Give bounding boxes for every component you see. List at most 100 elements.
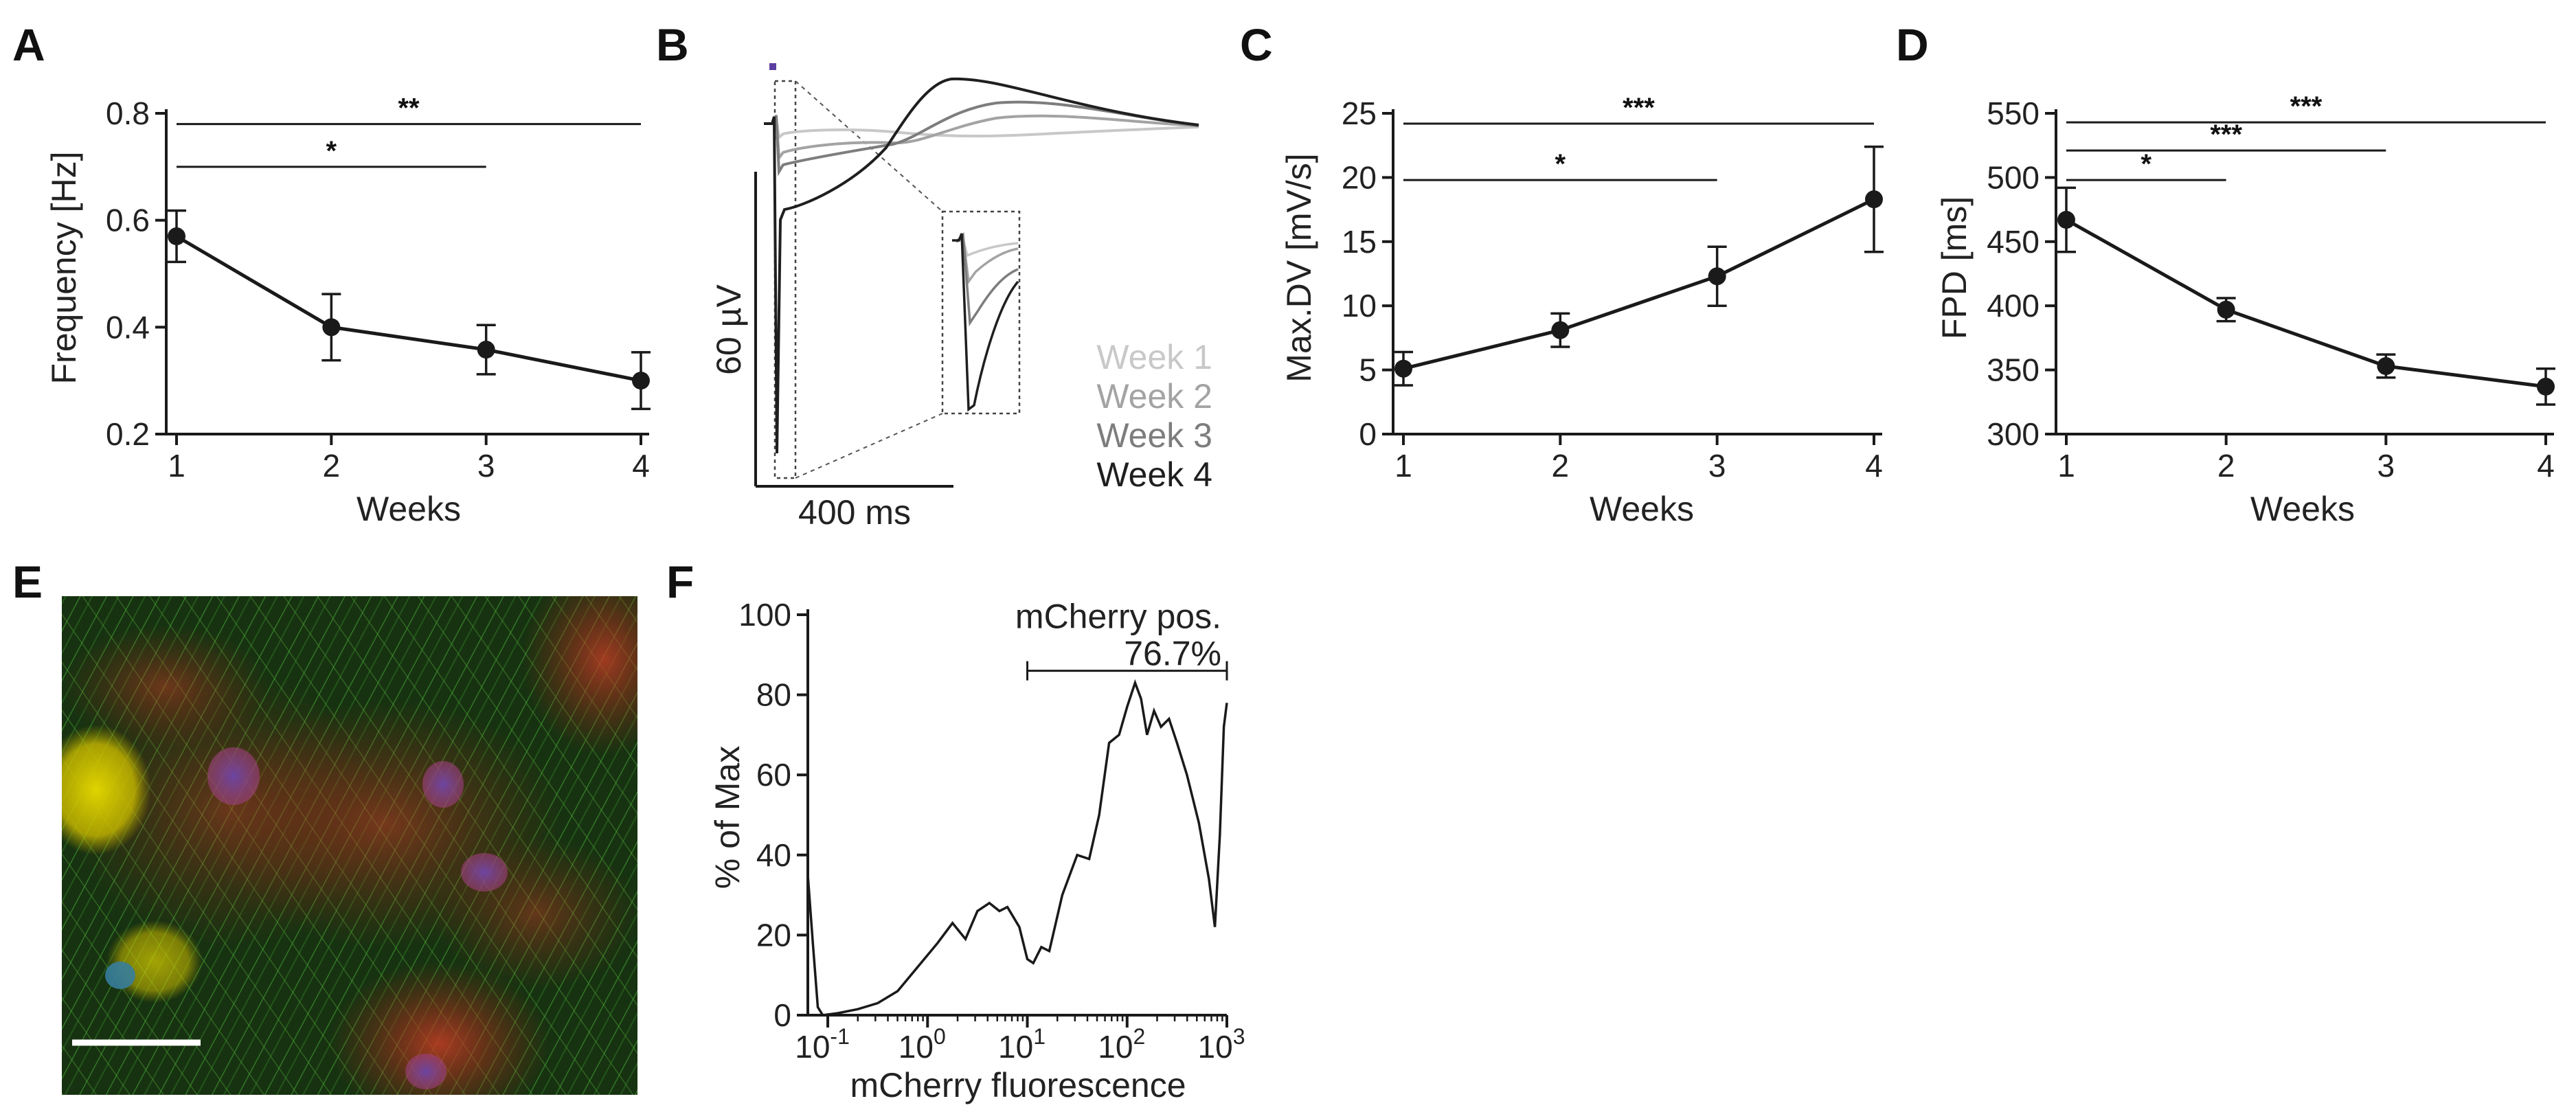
panel-letter-c: C (1240, 19, 1273, 70)
panel-a-ytick-label: 0.6 (106, 203, 150, 238)
panel-d-significance-label: *** (2210, 120, 2242, 150)
panel-a-significance-label: * (326, 136, 337, 166)
panel-d-data-point (2537, 377, 2555, 396)
panel-f-xtick-label: 103 (1198, 1024, 1245, 1065)
panel-d-ytick-label: 500 (1987, 159, 2040, 195)
inset-trace-week-2 (955, 234, 1019, 285)
micrograph-image (62, 596, 637, 1095)
panel-c-ytick-label: 20 (1342, 159, 1377, 195)
panel-f-xtick-label: 102 (1098, 1024, 1145, 1065)
legend-week-4: Week 4 (1096, 455, 1212, 494)
panel-f-ytick-label: 60 (756, 757, 791, 793)
panel-c-xtick-label: 2 (1552, 448, 1570, 484)
scalebar-y-label: 60 µV (710, 284, 748, 375)
panel-f-ytick-label: 40 (756, 837, 791, 873)
panel-d-significance-label: *** (2290, 91, 2323, 122)
panel-a-xtick-label: 4 (632, 448, 650, 484)
panel-letter-d: D (1896, 19, 1929, 70)
panel-a-xtick-label: 1 (168, 448, 185, 484)
panel-a-data-point (477, 341, 495, 359)
legend-week-1: Week 1 (1096, 338, 1212, 376)
panel-e: E (12, 556, 637, 1095)
panel-d-series-line (2065, 218, 2546, 389)
panel-c-data-point (1551, 321, 1570, 339)
panel-d-xlabel: Weeks (2250, 490, 2355, 528)
panel-f-xlabel: mCherry fluorescence (850, 1066, 1186, 1104)
stimulus-marker (769, 63, 776, 70)
panel-a-ytick-label: 0.8 (106, 95, 150, 131)
panel-f-xtick-base: 10 (1098, 1029, 1133, 1065)
panel-a-ytick-label: 0.2 (106, 416, 150, 452)
panel-d: D FPD [ms] Weeks 300 350 400 450 500 550 1 2 3 4 *… (1896, 19, 2555, 528)
panel-a: A Frequency [Hz] Weeks 0.2 0.4 0.6 0.8 1 2 3 4 *… (12, 19, 651, 528)
panel-a-xlabel: Weeks (357, 490, 461, 528)
inset-trace-week-4 (952, 233, 1019, 412)
panel-f-ytick-label: 80 (756, 677, 791, 713)
panel-f-xtick-base: 10 (899, 1029, 934, 1065)
panel-d-xtick-label: 4 (2537, 448, 2555, 484)
panel-f-xtick-exponent: 0 (934, 1024, 946, 1049)
panel-d-ylabel: FPD [ms] (1935, 196, 1974, 339)
panel-d-ytick-label: 350 (1987, 352, 2040, 388)
panel-f-xtick-label: 100 (899, 1024, 946, 1065)
panel-f-xtick-base: 10 (998, 1029, 1033, 1065)
panel-d-xtick-label: 3 (2377, 448, 2395, 484)
panel-f-gate-percent: 76.7% (1124, 635, 1221, 673)
panel-a-significance-label: ** (398, 93, 420, 124)
panel-d-xtick-label: 2 (2217, 448, 2235, 484)
panel-f-histogram-curve (806, 679, 1228, 1017)
trace-week-2 (764, 114, 1199, 162)
panel-f-ytick-label: 20 (756, 917, 791, 953)
panel-f-ylabel: % of Max (708, 746, 747, 889)
panel-c-xtick-label: 4 (1865, 448, 1883, 484)
panel-c-data-point (1865, 190, 1883, 209)
panel-c-xtick-label: 3 (1708, 448, 1726, 484)
panel-d-ytick-label: 450 (1987, 224, 2040, 260)
panel-f: F % of Max mCherry fluorescence 02040608… (666, 556, 1245, 1104)
panel-a-xtick-label: 2 (323, 448, 341, 484)
panel-c-ytick-label: 0 (1359, 416, 1377, 452)
panel-c-ytick-label: 10 (1342, 288, 1377, 324)
trace-week-3 (764, 100, 1199, 177)
panel-a-plot: 0.20.40.60.81 2 3 4*** (106, 93, 651, 484)
panel-d-data-point (2057, 211, 2075, 229)
panel-f-ytick-label: 0 (773, 997, 791, 1033)
panel-f-xtick-label: 10-1 (795, 1024, 850, 1065)
panel-d-ytick-label: 400 (1987, 288, 2040, 324)
panel-a-data-point (168, 227, 185, 246)
legend-week-2: Week 2 (1096, 377, 1212, 416)
panel-d-data-point (2377, 356, 2395, 375)
trace-week-4 (764, 77, 1199, 454)
zoom-connector-bottom (795, 413, 943, 479)
panel-f-gate-label: mCherry pos. (1015, 598, 1221, 636)
panel-c-ytick-label: 15 (1342, 224, 1377, 260)
panel-c-significance-label: * (1555, 149, 1566, 179)
panel-c-series-line (1403, 197, 1875, 371)
panel-c-xlabel: Weeks (1590, 490, 1694, 528)
trace-legend: Week 1 Week 2 Week 3 Week 4 (1096, 338, 1212, 494)
inset-trace-week-3 (955, 232, 1019, 327)
panel-letter-b: B (656, 19, 689, 70)
panel-f-xtick-label: 101 (998, 1024, 1046, 1065)
panel-c-xtick-label: 1 (1394, 448, 1412, 484)
spike-inset-box (941, 210, 1021, 415)
panel-f-xtick-exponent: 2 (1133, 1024, 1145, 1049)
spike-zoom-box (773, 80, 797, 479)
inset-trace-week-1 (956, 237, 1019, 258)
legend-week-3: Week 3 (1096, 416, 1212, 455)
panel-a-series-line (175, 234, 642, 383)
panel-a-xtick-label: 3 (477, 448, 495, 484)
panel-f-xtick-exponent: 3 (1233, 1024, 1245, 1049)
panel-c-ytick-label: 5 (1359, 352, 1377, 388)
panel-d-significance-label: * (2141, 149, 2152, 179)
panel-d-xtick-label: 1 (2057, 448, 2075, 484)
panel-d-data-point (2217, 300, 2235, 319)
panel-d-ytick-label: 550 (1987, 95, 2040, 131)
panel-f-xtick-exponent: 1 (1033, 1024, 1046, 1049)
panel-letter-a: A (12, 19, 45, 70)
panel-d-ytick-label: 300 (1987, 416, 2040, 452)
